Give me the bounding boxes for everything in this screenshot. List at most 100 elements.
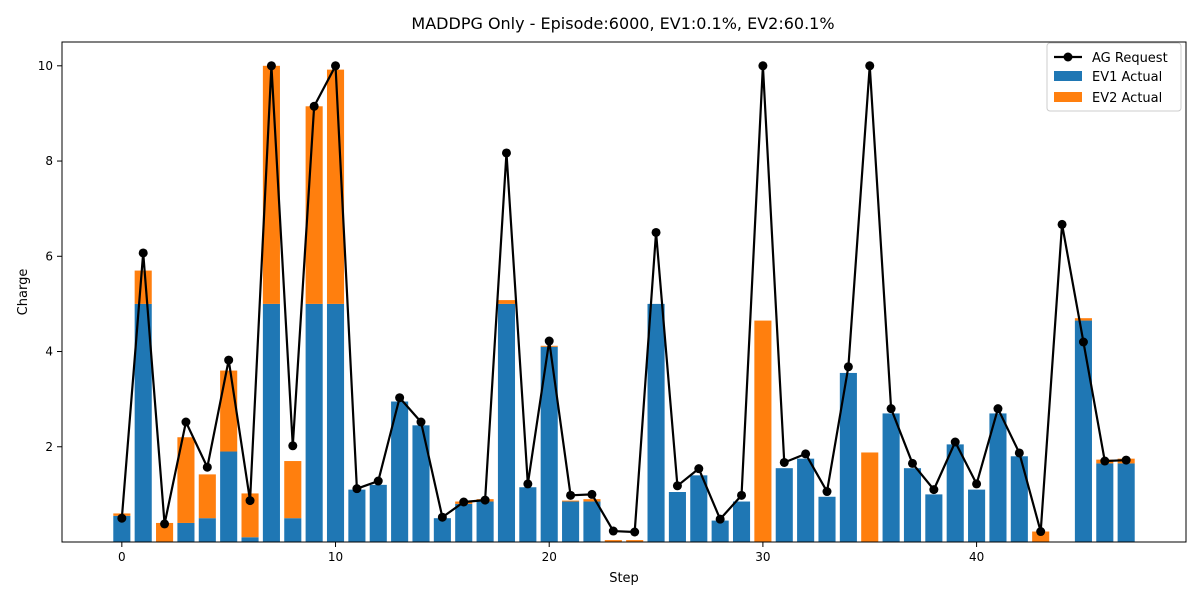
bar-ev1-step-7: [262, 303, 280, 542]
bar-ev1-step-15: [433, 518, 451, 542]
point-ag-request-step-43: [1036, 527, 1046, 537]
bar-ev1-step-20: [540, 346, 558, 542]
bar-ev1-step-17: [476, 501, 494, 542]
x-axis-ticks: 0 10 20 30 40: [118, 542, 984, 564]
point-ag-request-step-33: [822, 487, 832, 497]
bar-ev2-step-2: [156, 522, 174, 542]
chart-title: MADDPG Only - Episode:6000, EV1:0.1%, EV…: [411, 14, 834, 33]
y-tick-label-2: 2: [45, 440, 53, 454]
point-ag-request-step-31: [779, 457, 789, 467]
point-ag-request-step-35: [865, 61, 875, 71]
point-ag-request-step-2: [160, 519, 170, 529]
point-ag-request-step-37: [907, 458, 917, 468]
legend: AG Request EV1 Actual EV2 Actual: [1046, 42, 1182, 112]
point-ag-request-step-5: [224, 355, 234, 365]
bar-ev1-step-32: [797, 458, 815, 542]
point-ag-request-step-7: [266, 61, 276, 71]
point-ag-request-step-4: [202, 462, 212, 472]
y-tick-label-8: 8: [45, 154, 53, 168]
point-ag-request-step-39: [950, 437, 960, 447]
bar-ev1-step-1: [134, 303, 152, 542]
bar-ev2-step-35: [861, 452, 879, 542]
point-ag-request-step-12: [373, 476, 383, 486]
bar-ev1-step-21: [562, 501, 580, 542]
point-ag-request-step-6: [245, 496, 255, 506]
bar-ev2-step-4: [198, 474, 216, 519]
y-axis-ticks: 2 4 6 8 10: [38, 59, 62, 454]
bar-ev1-step-16: [455, 503, 473, 542]
legend-label-ev1-actual: EV1 Actual: [1092, 70, 1162, 85]
line-ag-request: [120, 64, 1127, 534]
legend-marker-ag-request: [1063, 52, 1073, 62]
bar-ev1-step-40: [968, 489, 986, 542]
legend-swatch-ev2-actual: [1054, 92, 1082, 102]
point-ag-request-step-42: [1014, 448, 1024, 458]
bar-ev1-step-37: [903, 468, 922, 542]
bar-ev1-step-27: [690, 475, 708, 542]
bar-ev1-step-12: [369, 484, 387, 542]
x-axis-label: Step: [609, 571, 639, 586]
legend-swatch-ev1-actual: [1054, 71, 1082, 81]
y-tick-label-6: 6: [45, 249, 53, 263]
point-ag-request-step-16: [459, 497, 469, 507]
bar-ev2-step-10: [326, 69, 345, 304]
bar-ev2-step-18: [497, 300, 516, 304]
bar-ev1-step-42: [1010, 456, 1028, 542]
legend-label-ev2-actual: EV2 Actual: [1092, 91, 1162, 106]
point-ag-request-step-34: [843, 362, 853, 372]
point-ag-request-step-14: [416, 417, 426, 427]
bar-ev1-step-45: [1074, 320, 1092, 542]
bar-ev2-step-45: [1074, 318, 1092, 321]
point-ag-request-step-9: [309, 101, 319, 111]
y-tick-label-10: 10: [38, 59, 53, 73]
point-ag-request-step-3: [181, 417, 191, 427]
point-ag-request-step-26: [672, 481, 682, 491]
point-ag-request-step-46: [1100, 456, 1110, 466]
bar-ev2-step-30: [754, 320, 772, 542]
point-ag-request-step-29: [737, 490, 747, 500]
bar-ev2-step-8: [284, 461, 302, 519]
point-ag-request-step-8: [288, 441, 298, 451]
bar-ev1-step-41: [989, 413, 1007, 542]
point-ag-request-step-10: [331, 61, 341, 71]
bar-ev1-step-13: [391, 401, 409, 542]
bar-ev1-step-39: [946, 444, 964, 542]
bar-ev1-step-3: [177, 522, 195, 542]
bar-ev1-step-14: [412, 425, 430, 542]
point-ag-request-step-22: [587, 489, 597, 499]
x-tick-label-30: 30: [755, 550, 770, 564]
point-ag-request-step-0: [117, 513, 127, 523]
x-tick-label-40: 40: [969, 550, 984, 564]
bar-ev1-step-22: [583, 501, 601, 542]
point-ag-request-step-23: [608, 526, 618, 536]
bar-ev1-step-10: [326, 303, 345, 542]
bar-ev2-step-21: [562, 500, 580, 502]
legend-label-ag-request: AG Request: [1092, 51, 1168, 66]
bar-ev2-step-24: [626, 540, 644, 542]
bar-ev2-step-43: [1032, 531, 1050, 542]
bar-ev1-step-36: [882, 413, 900, 542]
x-tick-label-0: 0: [118, 550, 126, 564]
bar-ev1-step-29: [732, 501, 751, 542]
y-axis-label: Charge: [16, 269, 31, 316]
bar-ev1-step-28: [711, 520, 729, 542]
bar-ev1-step-47: [1117, 463, 1135, 542]
bar-ev1-step-31: [775, 468, 793, 542]
bar-ev1-step-8: [284, 518, 302, 542]
point-ag-request-step-44: [1057, 219, 1067, 229]
point-ag-request-step-32: [801, 449, 811, 459]
point-ag-request-step-47: [1121, 455, 1131, 465]
point-ag-request-step-11: [352, 484, 362, 494]
point-ag-request-step-30: [758, 61, 768, 71]
point-ag-request-step-21: [566, 490, 576, 500]
line-layer: [117, 61, 1131, 537]
bar-ev1-step-9: [305, 303, 323, 542]
bar-ev2-step-3: [177, 437, 195, 523]
bar-ev2-step-22: [583, 499, 601, 502]
point-ag-request-step-13: [395, 393, 405, 403]
bar-ev2-step-9: [305, 106, 323, 304]
point-ag-request-step-41: [993, 404, 1003, 414]
point-ag-request-step-1: [138, 248, 148, 258]
bar-ev1-step-33: [818, 496, 836, 542]
point-ag-request-step-24: [630, 527, 640, 537]
